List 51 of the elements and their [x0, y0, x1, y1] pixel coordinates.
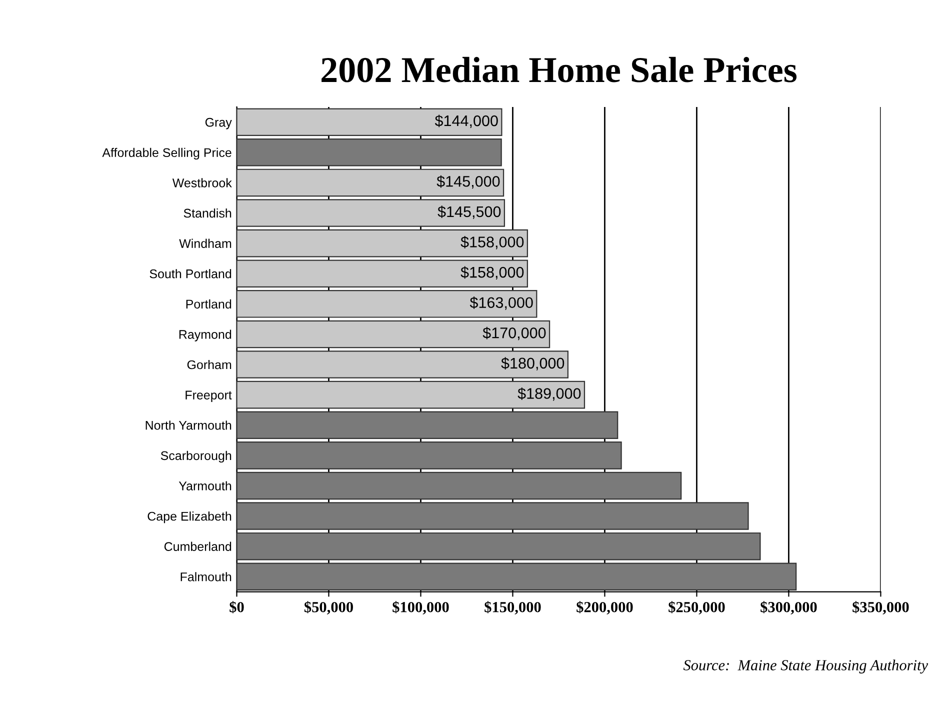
- x-tick-label: $250,000: [668, 601, 725, 614]
- bar: [236, 562, 797, 591]
- data-label: $163,000: [470, 296, 533, 310]
- y-tick-label: Gray: [205, 118, 232, 130]
- y-tick-label: Westbrook: [172, 178, 232, 188]
- y-tick-label: North Yarmouth: [146, 420, 232, 430]
- y-tick-label: Portland: [186, 299, 232, 309]
- data-label: $170,000: [482, 326, 546, 340]
- bar: [236, 350, 568, 378]
- data-label: $158,000: [460, 236, 524, 250]
- x-tick-label: $300,000: [760, 601, 817, 614]
- y-tick-label: Cumberland: [164, 542, 232, 551]
- data-label: $145,000: [436, 175, 500, 189]
- bar: [236, 472, 682, 500]
- bar: [236, 320, 550, 348]
- x-tick-label: $100,000: [392, 601, 449, 614]
- data-label: $145,500: [438, 206, 501, 219]
- bar: [236, 229, 528, 258]
- y-tick-label: Gorham: [187, 360, 232, 370]
- x-tick-label: $50,000: [304, 601, 353, 614]
- x-tick-label: $0: [230, 601, 244, 614]
- x-tick-label: $150,000: [484, 601, 541, 614]
- bar: [236, 380, 586, 409]
- y-tick-label: Cape Elizabeth: [148, 512, 232, 524]
- source-note: Source: Maine State Housing Authority: [683, 660, 928, 674]
- data-label: $189,000: [518, 387, 581, 401]
- y-tick-label: Yarmouth: [178, 481, 232, 490]
- bar: [236, 168, 504, 197]
- bar: [236, 290, 538, 318]
- y-tick-label: Windham: [179, 238, 232, 248]
- y-tick-label: Standish: [184, 208, 232, 218]
- bar: [236, 532, 761, 560]
- data-label: $144,000: [434, 114, 498, 128]
- bar: [236, 138, 502, 166]
- x-tick-label: $200,000: [576, 601, 633, 614]
- bar: [236, 199, 506, 227]
- y-tick-label: Scarborough: [160, 450, 232, 463]
- y-tick-label: Freeport: [186, 390, 232, 402]
- data-label: $180,000: [501, 357, 564, 370]
- chart-title: 2002 Median Home Sale Prices: [322, 56, 797, 82]
- bar: [236, 108, 502, 136]
- y-tick-label: Raymond: [179, 330, 232, 342]
- bar: [236, 260, 528, 288]
- x-tick-label: $350,000: [852, 601, 909, 614]
- y-tick-label: Falmouth: [180, 572, 232, 582]
- bar: [236, 502, 749, 530]
- bar: [236, 442, 622, 470]
- y-tick-label: Affordable Selling Price: [102, 148, 232, 160]
- bar: [236, 411, 618, 440]
- y-tick-label: South Portland: [150, 269, 232, 278]
- data-label: $158,000: [460, 266, 524, 280]
